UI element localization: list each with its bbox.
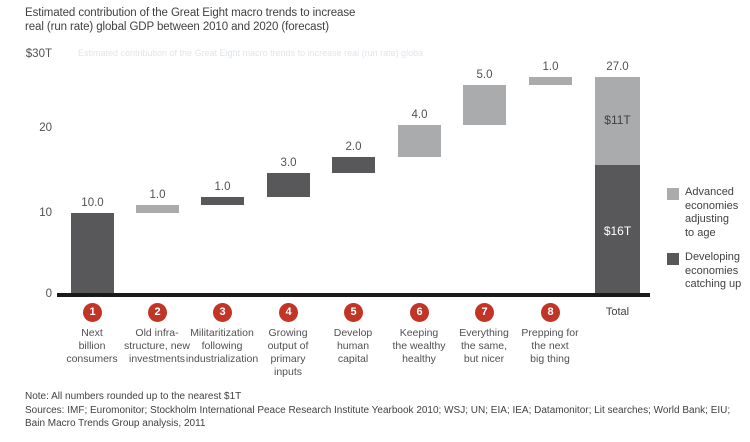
category-badge-5: 5	[344, 303, 363, 322]
bar-same-but-nicer	[463, 85, 506, 125]
footnote: Note: All numbers rounded up to the near…	[25, 391, 242, 402]
legend-item-developing: Developing economies catching up	[667, 251, 750, 292]
bar-next-billion-consumers	[71, 213, 114, 293]
legend-swatch-advanced-icon	[667, 188, 679, 200]
ghost-watermark-text: Estimated contribution of the Great Eigh…	[78, 48, 423, 58]
bar-value-1: 10.0	[81, 197, 104, 209]
bar-human-capital	[332, 157, 375, 173]
sources-line-1: Sources: IMF; Euromonitor; Stockholm Int…	[25, 405, 731, 416]
bar-primary-inputs	[267, 173, 310, 197]
category-label-5: Develop human capital	[333, 327, 373, 365]
category-label-4: Growing output of primary inputs	[267, 327, 309, 378]
bar-value-8: 1.0	[542, 61, 559, 73]
bar-next-big-thing	[529, 77, 572, 85]
category-label-2: Old infra- structure, new investments	[124, 327, 190, 365]
category-badge-4: 4	[279, 303, 298, 322]
bar-value-4: 3.0	[280, 157, 297, 169]
category-badge-6: 6	[410, 303, 429, 322]
category-label-6: Keeping the wealthy healthy	[392, 327, 446, 365]
bar-value-6: 4.0	[411, 109, 428, 121]
legend-label-developing: Developing economies catching up	[685, 251, 742, 290]
total-label: Total	[605, 306, 630, 318]
category-label-3: Militaritization following industrializa…	[185, 327, 259, 365]
bar-militarization	[201, 197, 244, 205]
chart-title: Estimated contribution of the Great Eigh…	[25, 7, 356, 33]
y-tick-10: 10	[39, 207, 52, 219]
category-label-8: Prepping for the next big thing	[521, 327, 579, 365]
y-tick-0: 0	[45, 288, 52, 300]
total-developing-value: $16T	[603, 224, 632, 238]
legend-label-advanced: Advanced economies adjusting to age	[685, 186, 739, 239]
total-advanced-value: $11T	[604, 113, 631, 127]
legend: Advanced economies adjusting to age Deve…	[667, 186, 750, 303]
total-bar-developing-segment	[595, 165, 640, 293]
bar-old-infrastructure	[136, 205, 179, 213]
total-bar-advanced-segment	[595, 77, 640, 165]
category-badge-1: 1	[83, 303, 102, 322]
bar-value-5: 2.0	[345, 141, 362, 153]
category-badge-3: 3	[213, 303, 232, 322]
category-badge-8: 8	[541, 303, 560, 322]
y-tick-30t: $30T	[25, 48, 52, 60]
category-label-1: Next billion consumers	[66, 327, 118, 365]
y-tick-20: 20	[39, 122, 52, 134]
bar-value-3: 1.0	[214, 181, 231, 193]
bar-wealthy-healthy	[398, 125, 441, 157]
category-label-7: Everything the same, but nicer	[459, 327, 509, 365]
category-badge-7: 7	[475, 303, 494, 322]
legend-item-advanced: Advanced economies adjusting to age	[667, 186, 750, 240]
bar-value-2: 1.0	[149, 189, 166, 201]
sources-line-2: Bain Macro Trends Group analysis, 2011	[25, 418, 206, 429]
x-axis-line	[57, 293, 650, 297]
category-badge-2: 2	[148, 303, 167, 322]
bar-value-total: 27.0	[606, 61, 629, 73]
legend-swatch-developing-icon	[667, 253, 679, 265]
bar-value-7: 5.0	[476, 69, 493, 81]
